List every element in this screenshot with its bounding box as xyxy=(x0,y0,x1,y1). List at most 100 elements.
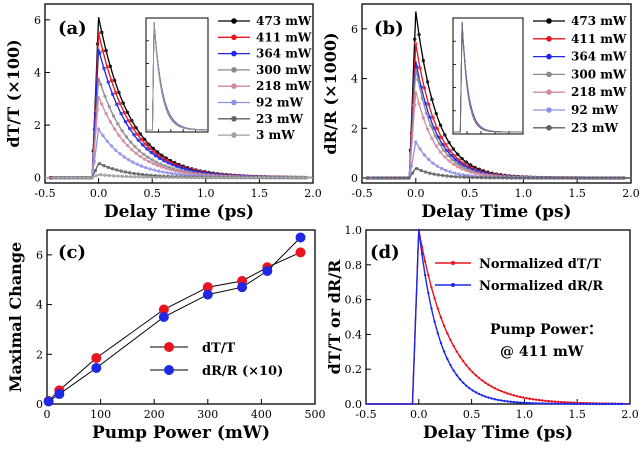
data-point xyxy=(270,176,274,180)
data-point xyxy=(565,176,570,180)
data-point xyxy=(459,164,463,168)
data-point xyxy=(95,108,100,112)
data-point xyxy=(553,402,557,405)
data-point xyxy=(439,316,443,319)
data-point xyxy=(468,387,471,390)
data-point xyxy=(413,103,417,108)
data-point xyxy=(512,400,516,404)
data-point xyxy=(287,176,292,180)
data-point xyxy=(99,82,103,87)
legend-label: 23 mW xyxy=(256,112,304,126)
data-point xyxy=(448,149,452,153)
data-point xyxy=(537,398,541,402)
data-point xyxy=(515,401,519,404)
data-point xyxy=(105,139,109,143)
panel-c: 0 100 200 300 400 500 0 2 4 6 Pump Power (mW) Maxim… xyxy=(6,229,326,443)
plot-frame xyxy=(44,3,314,184)
legend-marker xyxy=(451,261,455,265)
data-point xyxy=(126,158,131,162)
data-point xyxy=(183,167,188,171)
data-point xyxy=(563,402,566,406)
legend-marker xyxy=(546,71,552,78)
data-point xyxy=(223,176,227,180)
data-point xyxy=(436,135,441,139)
data-point xyxy=(175,164,179,169)
data-point xyxy=(98,51,102,55)
data-point xyxy=(279,176,283,180)
y-tick-label: 6 xyxy=(34,14,41,27)
data-point xyxy=(604,176,608,180)
legend-marker xyxy=(231,67,237,73)
data-point xyxy=(456,165,460,169)
data-point xyxy=(140,143,145,147)
data-point xyxy=(439,166,444,171)
data-point xyxy=(402,176,406,180)
data-point xyxy=(104,48,108,53)
data-point xyxy=(522,176,527,180)
data-point xyxy=(488,176,492,180)
data-point xyxy=(574,176,578,180)
data-point xyxy=(153,154,158,158)
data-point xyxy=(96,127,101,131)
data-point xyxy=(304,176,309,180)
data-point xyxy=(146,175,150,179)
x-tick-label: -0.5 xyxy=(34,187,55,200)
x-tick-label: 1.5 xyxy=(251,187,269,200)
data-point xyxy=(442,350,446,353)
panel-label: (a) xyxy=(58,18,87,39)
data-point xyxy=(249,176,253,180)
data-point xyxy=(105,65,109,69)
data-point xyxy=(150,158,154,162)
data-point xyxy=(180,175,184,180)
plot-frame xyxy=(365,229,631,405)
data-point xyxy=(160,165,164,169)
panel-label: (d) xyxy=(370,242,400,263)
data-point xyxy=(137,175,141,179)
data-point xyxy=(509,393,512,396)
data-point xyxy=(417,102,421,106)
x-axis-label: Delay Time (ps) xyxy=(104,202,254,222)
data-point xyxy=(422,153,427,157)
data-point xyxy=(380,176,385,180)
data-point xyxy=(525,401,528,405)
data-point xyxy=(123,170,128,174)
data-point xyxy=(484,176,488,180)
data-point xyxy=(578,176,583,180)
data-point xyxy=(528,401,531,405)
data-point xyxy=(505,176,509,180)
data-point xyxy=(487,383,490,386)
data-point xyxy=(159,175,163,180)
data-point xyxy=(94,173,99,178)
data-point xyxy=(77,176,81,180)
data-point xyxy=(547,402,550,405)
x-tick-label: 0.5 xyxy=(463,408,481,421)
data-point xyxy=(620,402,623,406)
data-point xyxy=(455,350,459,353)
data-point xyxy=(560,402,563,405)
data-point xyxy=(537,402,541,405)
x-tick-label: 2.0 xyxy=(622,187,640,200)
data-point xyxy=(120,174,124,178)
legend-marker xyxy=(231,34,237,41)
data-point xyxy=(410,171,415,175)
data-point xyxy=(487,396,490,399)
data-point xyxy=(441,142,445,147)
y-axis-label: dT/T or dR/R xyxy=(325,259,344,374)
data-point xyxy=(124,174,129,179)
data-point xyxy=(456,152,460,156)
data-point xyxy=(433,320,436,324)
inset-frame xyxy=(145,17,209,133)
data-point xyxy=(414,140,418,144)
x-tick-label: -0.5 xyxy=(355,408,376,421)
legend-label: 3 mW xyxy=(256,128,295,142)
data-point xyxy=(457,158,461,162)
data-point xyxy=(514,176,518,180)
data-point xyxy=(101,49,105,53)
data-point xyxy=(144,165,148,170)
data-point xyxy=(436,307,440,310)
data-point xyxy=(425,80,430,84)
x-tick-label: 300 xyxy=(197,408,218,421)
data-point xyxy=(452,344,455,348)
panel-label: (b) xyxy=(374,18,404,39)
data-point xyxy=(466,175,471,180)
